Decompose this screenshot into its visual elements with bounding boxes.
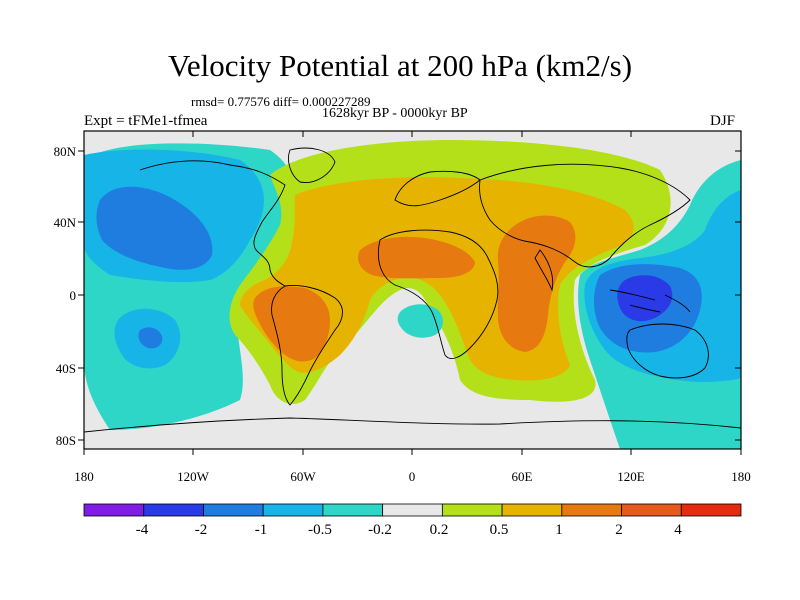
lat-label-80n: 80N — [53, 144, 76, 159]
colorbar-swatch — [83, 503, 145, 517]
lon-label-60e: 60E — [511, 469, 533, 484]
colorbar-swatch — [382, 503, 443, 517]
experiment-label: Expt = tFMe1-tfmea — [84, 113, 208, 129]
contour-indian-pos1 — [497, 215, 576, 352]
lon-label-0: 0 — [408, 469, 416, 484]
colorbar-label: -4 — [135, 522, 149, 538]
colorbar-label: 4 — [674, 522, 682, 538]
colorbar-swatch — [322, 503, 384, 517]
colorbar-swatch — [203, 503, 264, 517]
lat-label-40n: 40N — [53, 215, 76, 230]
contour-africa-pos1 — [358, 236, 475, 279]
colorbar-swatch — [561, 503, 622, 517]
lat-label-80s: 80S — [55, 433, 76, 448]
colorbar — [83, 503, 742, 517]
coast-north-america — [139, 160, 286, 287]
coast-greenland — [288, 147, 336, 183]
period-label: 1628kyr BP - 0000kyr BP — [322, 106, 468, 121]
coast-antarctica — [84, 417, 741, 433]
lon-label-120w: 120W — [177, 469, 209, 484]
coast-asia — [479, 163, 691, 268]
coast-south-america — [271, 285, 343, 406]
colorbar-swatch — [501, 503, 563, 517]
colorbar-swatch — [680, 503, 742, 517]
colorbar-label: -1 — [254, 522, 268, 538]
lat-label-0: 0 — [69, 288, 77, 303]
contour-pacific-west-neg2 — [96, 186, 213, 270]
lon-label-60w: 60W — [290, 469, 316, 484]
colorbar-swatch — [621, 503, 682, 517]
axis-ticks — [78, 131, 742, 455]
colorbar-swatch — [143, 503, 204, 517]
contour-field — [84, 131, 741, 449]
colorbar-label: 2 — [615, 522, 623, 538]
contour-south-pacific-neg2 — [138, 327, 163, 349]
coast-india — [534, 249, 554, 292]
coastlines — [84, 147, 741, 433]
colorbar-label: 1 — [555, 522, 563, 538]
colorbar-label: -0.2 — [368, 522, 392, 538]
coast-africa — [377, 229, 499, 359]
contour-atlantic-neg05 — [397, 304, 444, 338]
colorbar-swatch — [441, 503, 503, 517]
lon-label-120e: 120E — [617, 469, 645, 484]
colorbar-label: 0.5 — [489, 522, 509, 538]
colorbar-swatch — [262, 503, 324, 517]
map-title: Velocity Potential at 200 hPa (km2/s) — [167, 48, 633, 83]
lat-label-40s: 40S — [55, 361, 76, 376]
colorbar-label: 0.2 — [429, 522, 449, 538]
colorbar-label: -0.5 — [308, 522, 332, 538]
season-label: DJF — [710, 113, 736, 129]
lon-label-180w: 180 — [74, 469, 94, 484]
colorbar-label: -2 — [194, 522, 208, 538]
coast-australia — [626, 323, 709, 379]
rmsd-label: rmsd= 0.77576 diff= 0.000227289 — [191, 94, 371, 109]
coast-indonesia — [609, 289, 691, 313]
lon-label-180e: 180 — [731, 469, 751, 484]
contour-south-america-pos1 — [253, 286, 330, 362]
contour-maritime-neg3 — [617, 275, 673, 322]
